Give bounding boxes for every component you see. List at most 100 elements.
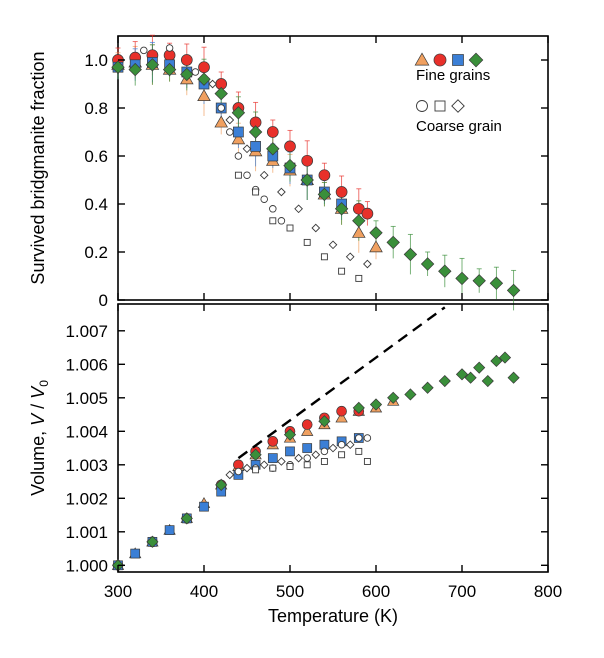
data-point — [472, 274, 486, 288]
data-point — [338, 451, 346, 459]
data-point — [317, 187, 332, 202]
data-point — [234, 467, 243, 476]
data-point — [294, 204, 303, 214]
data-point — [267, 453, 278, 463]
top-y-ticks: 0 0.2 0.4 0.6 0.8 1.0 — [84, 51, 548, 310]
data-point — [180, 67, 194, 82]
data-point — [352, 214, 366, 228]
data-point — [294, 453, 303, 463]
top-data-markers — [111, 44, 521, 298]
data-point — [455, 271, 469, 286]
data-point — [252, 466, 260, 474]
data-point — [320, 458, 328, 465]
data-point — [267, 436, 279, 447]
data-point — [337, 440, 346, 449]
legend-coarse-markers — [416, 99, 465, 113]
data-point — [363, 458, 371, 465]
data-point — [234, 171, 242, 179]
data-point — [266, 126, 279, 138]
data-point — [481, 374, 494, 388]
y-tick-label: 0 — [99, 291, 108, 310]
data-point — [404, 388, 417, 401]
top-y-axis-label: Survived bridgmanite fraction — [28, 51, 48, 284]
data-point — [199, 501, 209, 512]
data-point — [421, 381, 434, 394]
data-point — [225, 115, 235, 125]
top-x-ticks — [117, 36, 549, 300]
data-point — [351, 225, 366, 238]
data-point — [231, 132, 246, 145]
data-point — [208, 79, 217, 89]
bottom-data-markers — [111, 351, 520, 572]
data-point — [361, 207, 374, 220]
data-point — [286, 463, 294, 470]
reference-dashed-line — [237, 306, 446, 460]
data-point — [336, 405, 347, 417]
data-point — [301, 419, 313, 430]
ylabel-prefix: Volume, — [28, 426, 48, 496]
data-point — [243, 171, 251, 179]
data-point — [345, 440, 355, 450]
data-point — [233, 126, 244, 138]
data-point — [311, 450, 321, 460]
data-point — [277, 187, 286, 197]
data-point — [191, 68, 200, 76]
bottom-y-axis-label: Volume, V / V0 — [28, 380, 51, 496]
x-tick-label: 800 — [534, 582, 562, 601]
top-plot-frame — [117, 35, 549, 301]
data-point — [180, 54, 193, 66]
data-point — [303, 461, 311, 469]
data-point — [473, 361, 486, 374]
y-tick-label: 1.0 — [84, 51, 108, 70]
data-point — [334, 202, 349, 216]
data-point — [335, 186, 348, 198]
data-point — [180, 512, 193, 525]
data-point — [300, 173, 314, 187]
data-point — [301, 425, 314, 436]
legend-marker — [451, 99, 465, 113]
data-point — [198, 61, 210, 74]
data-point — [283, 428, 297, 441]
bottom-panel: 1.000 1.001 1.002 1.003 1.004 1.005 1.006 1.007… — [28, 303, 562, 626]
legend-fine-markers — [414, 52, 484, 68]
data-point — [490, 354, 503, 368]
data-point — [285, 446, 295, 457]
legend: Fine grains Coarse grain — [414, 52, 502, 135]
y-tick-label: 1.002 — [65, 489, 108, 508]
data-point — [164, 525, 175, 535]
data-point — [162, 62, 177, 77]
data-point — [303, 238, 311, 246]
y-tick-label: 1.004 — [65, 422, 108, 441]
data-point — [355, 447, 363, 455]
x-tick-label: 400 — [190, 582, 218, 601]
data-point — [335, 411, 348, 423]
data-point — [197, 72, 211, 86]
data-point — [140, 46, 148, 55]
data-point — [303, 454, 311, 462]
data-point — [145, 58, 160, 72]
x-tick-label: 500 — [276, 582, 304, 601]
y-tick-label: 0.8 — [84, 99, 108, 118]
y-tick-label: 1.003 — [65, 456, 108, 475]
legend-marker — [433, 53, 447, 67]
data-point — [269, 464, 277, 472]
x-tick-label: 700 — [448, 582, 476, 601]
legend-marker — [416, 100, 428, 112]
data-point — [369, 240, 383, 253]
data-point — [277, 217, 286, 225]
data-point — [318, 169, 331, 182]
data-point — [506, 283, 521, 298]
data-point — [369, 398, 383, 411]
data-point — [260, 195, 268, 203]
ylabel-subscript: 0 — [37, 380, 51, 387]
data-point — [111, 60, 125, 74]
data-point — [318, 415, 331, 428]
data-point — [320, 447, 329, 456]
data-point — [130, 548, 141, 559]
top-panel: 0 0.2 0.4 0.6 0.8 1.0 Survived bridgmanite fr… — [28, 34, 549, 311]
data-point — [286, 224, 294, 232]
data-point — [352, 401, 365, 414]
data-point — [498, 351, 512, 364]
bottom-x-ticks: 300 400 500 600 700 800 — [104, 304, 562, 601]
